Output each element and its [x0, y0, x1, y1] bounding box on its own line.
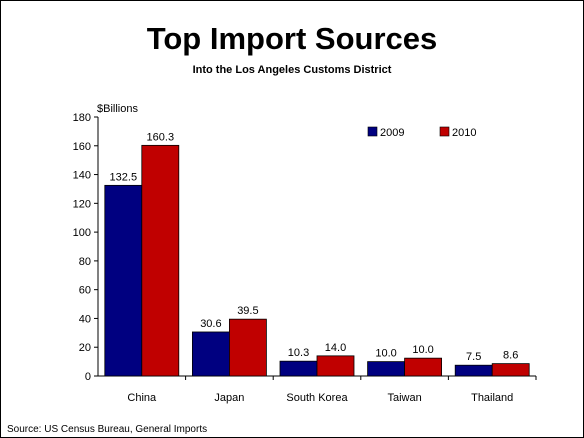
- data-label: 14.0: [325, 342, 346, 354]
- bar-2010-taiwan: [404, 357, 443, 377]
- x-tick-label: China: [127, 392, 157, 404]
- bar-chart: Thailand 0 20 40 60 80 100 120 140 160 180 $Billion…: [73, 103, 537, 404]
- data-label: 10.3: [288, 347, 309, 359]
- source-note: Source: US Census Bureau, General Import…: [7, 424, 208, 435]
- legend-swatch-2009: [367, 126, 378, 137]
- data-label: 160.3: [147, 131, 175, 143]
- y-tick-label: 0: [85, 371, 91, 383]
- y-tick-label: 100: [73, 227, 91, 239]
- y-tick-label: 140: [73, 170, 91, 182]
- y-tick-label: 180: [73, 112, 91, 124]
- bar-2010-japan: [228, 318, 267, 377]
- data-label: 7.5: [466, 351, 481, 363]
- x-tick-label: Taiwan: [387, 392, 421, 404]
- x-tick-label: South Korea: [286, 392, 348, 404]
- chart-subtitle: Into the Los Angeles Customs District: [192, 64, 392, 76]
- y-tick-label: 60: [79, 285, 91, 297]
- bar-2009-thailand: [454, 364, 493, 377]
- y-tick-label: 160: [73, 141, 91, 153]
- bar-2009-south-korea: [279, 360, 318, 377]
- bar-2009-taiwan: [367, 361, 406, 377]
- x-tick-label: Thailand: [471, 392, 513, 404]
- legend-label: 2010: [452, 127, 476, 139]
- y-tick-label: 120: [73, 198, 91, 210]
- bar-2010-china: [141, 144, 180, 377]
- x-tick-label: Japan: [214, 392, 244, 404]
- bar-2009-china: [104, 184, 143, 377]
- y-tick-label: 20: [79, 342, 91, 354]
- y-axis-label: $Billions: [97, 103, 138, 115]
- chart-title: Top Import Sources: [146, 21, 438, 56]
- data-label: 39.5: [237, 305, 258, 317]
- data-label: 8.6: [503, 350, 518, 362]
- legend-swatch-2010: [439, 126, 450, 137]
- y-tick-label: 40: [79, 313, 91, 325]
- bar-2009-japan: [191, 331, 230, 377]
- bar-2010-thailand: [491, 363, 530, 377]
- y-tick-label: 80: [79, 256, 91, 268]
- data-label: 30.6: [200, 318, 221, 330]
- bar-2010-south-korea: [316, 355, 355, 377]
- data-label: 10.0: [375, 348, 396, 360]
- data-label: 10.0: [412, 344, 433, 356]
- legend-label: 2009: [380, 127, 404, 139]
- data-label: 132.5: [110, 171, 138, 183]
